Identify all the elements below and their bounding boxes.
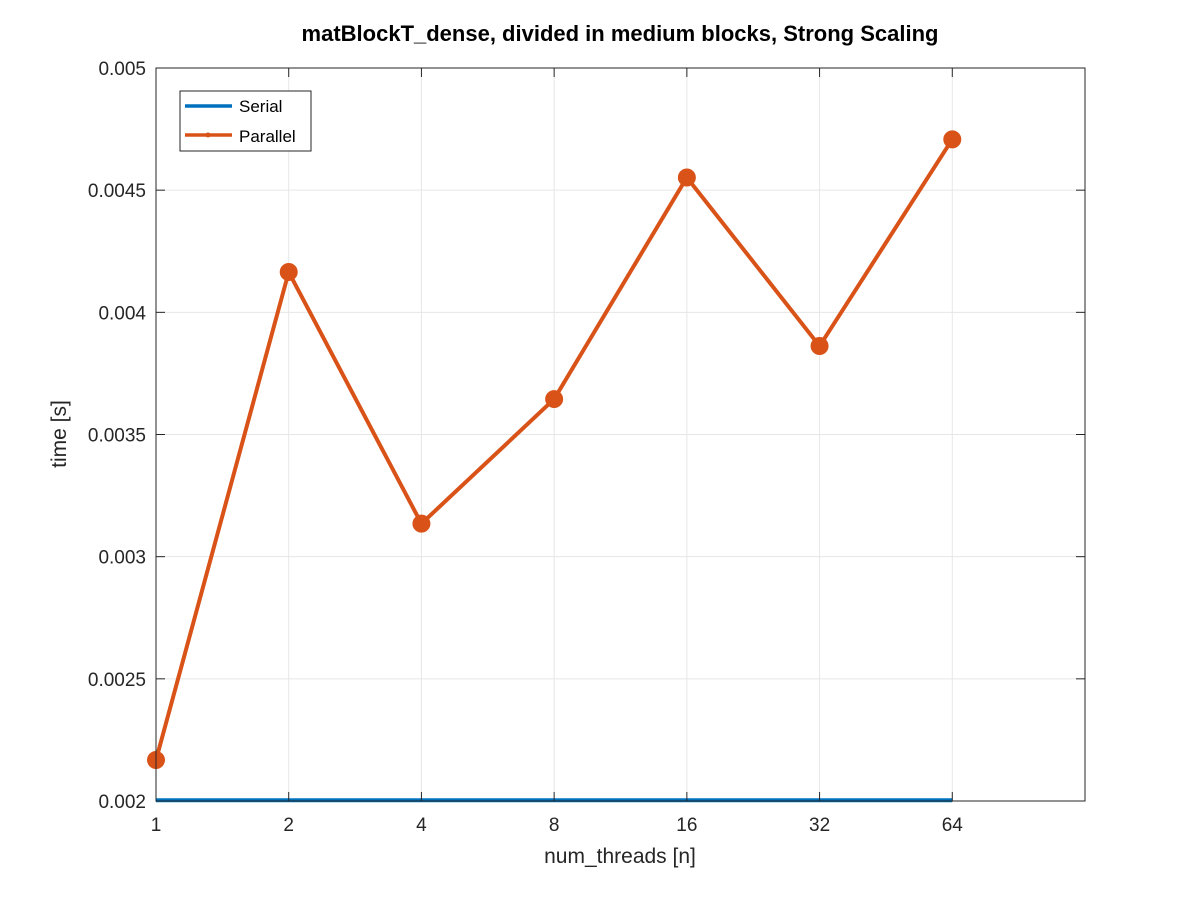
x-tick-label: 1 xyxy=(151,815,162,836)
legend: Serial Parallel xyxy=(179,90,312,152)
x-tick-label: 32 xyxy=(809,815,830,836)
x-tick-label: 8 xyxy=(549,815,560,836)
axis-ticks xyxy=(155,67,1085,802)
legend-parallel-marker xyxy=(205,132,211,138)
y-axis-title: time [s] xyxy=(48,400,71,468)
y-tick-label: 0.005 xyxy=(98,59,146,80)
parallel-data-point xyxy=(810,337,829,356)
legend-parallel-label: Parallel xyxy=(239,127,296,146)
legend-serial-label: Serial xyxy=(239,97,282,116)
parallel-data-point xyxy=(943,130,962,149)
tick-labels: 1 2 4 8 16 32 64 0.002 0.0025 0.003 0.0035 0.004 0.0… xyxy=(88,59,963,836)
parallel-data-point xyxy=(279,263,298,282)
parallel-data-point xyxy=(412,514,431,533)
y-tick-label: 0.004 xyxy=(98,303,146,324)
y-tick-label: 0.0045 xyxy=(88,181,146,202)
x-tick-label: 4 xyxy=(416,815,427,836)
y-tick-label: 0.002 xyxy=(98,792,146,813)
y-tick-label: 0.003 xyxy=(98,548,146,569)
x-tick-label: 2 xyxy=(283,815,294,836)
parallel-data-point xyxy=(545,390,564,409)
y-tick-label: 0.0035 xyxy=(88,426,146,447)
x-tick-label: 64 xyxy=(942,815,964,836)
parallel-data-point xyxy=(677,168,696,187)
x-axis-title: num_threads [n] xyxy=(544,845,696,868)
y-tick-label: 0.0025 xyxy=(88,670,146,691)
chart-title: matBlockT_dense, divided in medium block… xyxy=(302,21,939,46)
legend-box xyxy=(179,90,312,152)
x-tick-label: 16 xyxy=(676,815,697,836)
